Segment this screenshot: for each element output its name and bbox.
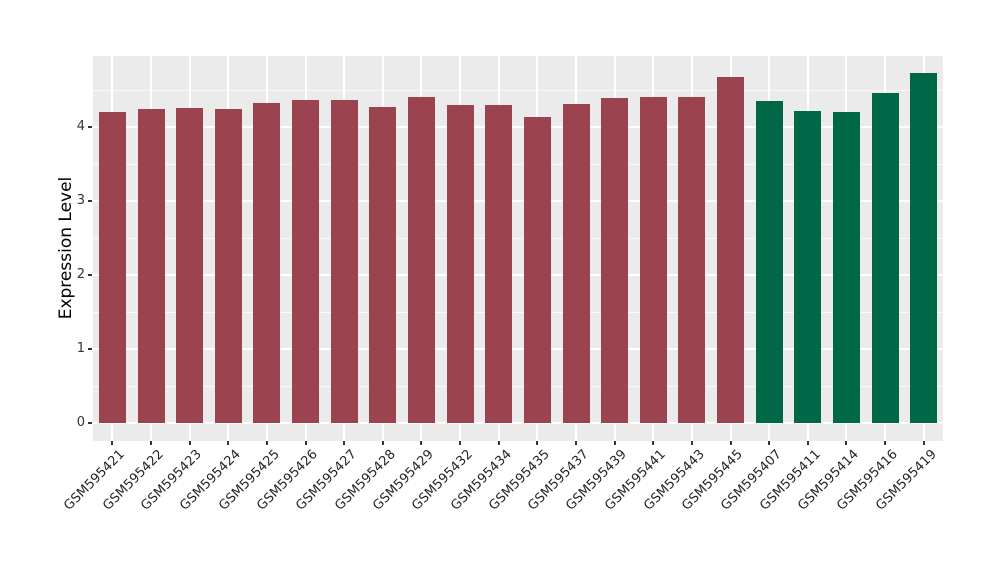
x-tick-mark xyxy=(613,441,616,445)
x-tick-mark xyxy=(381,441,384,445)
y-tick-label: 2 xyxy=(76,267,85,282)
gridline-h-minor xyxy=(93,90,943,91)
bar xyxy=(176,107,204,423)
y-tick-mark xyxy=(88,348,92,350)
bar xyxy=(137,109,165,423)
x-tick-mark xyxy=(304,441,307,445)
x-tick-mark xyxy=(536,441,539,445)
bar xyxy=(98,112,126,423)
y-tick-label: 4 xyxy=(76,119,85,134)
gridline-h-major xyxy=(93,126,943,128)
y-tick-label: 1 xyxy=(76,341,85,356)
x-tick-mark xyxy=(729,441,732,445)
bar xyxy=(446,104,474,423)
x-tick-mark xyxy=(343,441,346,445)
bar xyxy=(292,100,319,423)
gridline-h-major xyxy=(93,348,943,350)
bar xyxy=(214,108,242,423)
x-tick-mark xyxy=(265,441,268,445)
gridline-h-major xyxy=(93,422,943,424)
bar xyxy=(407,96,435,423)
x-tick-mark xyxy=(884,441,886,445)
gridline-h-major xyxy=(93,274,943,276)
y-tick-mark xyxy=(88,200,92,202)
bar xyxy=(330,100,358,423)
y-tick-mark xyxy=(88,274,92,276)
y-tick-label: 0 xyxy=(76,415,85,430)
bar xyxy=(562,104,590,423)
gridline-h-minor xyxy=(93,164,943,165)
bar xyxy=(755,101,783,423)
bar xyxy=(253,103,281,423)
x-tick-mark xyxy=(806,441,809,445)
bar xyxy=(871,93,899,423)
gridline-h-major xyxy=(93,200,943,202)
bar xyxy=(832,111,860,423)
x-tick-mark xyxy=(150,441,152,445)
bar xyxy=(601,98,629,423)
x-tick-mark xyxy=(575,441,577,445)
x-tick-mark xyxy=(845,441,848,445)
x-tick-mark xyxy=(768,441,771,445)
bar xyxy=(717,76,744,423)
gridline-h-minor xyxy=(93,238,943,239)
y-tick-mark xyxy=(88,126,92,128)
x-tick-mark xyxy=(652,441,655,445)
x-tick-mark xyxy=(922,441,925,445)
bar xyxy=(369,107,397,423)
plot-panel xyxy=(93,56,943,441)
y-tick-mark xyxy=(88,422,92,424)
gridline-h-minor xyxy=(93,312,943,313)
bar xyxy=(523,116,551,423)
x-tick-mark xyxy=(111,441,114,445)
bar xyxy=(485,104,513,423)
bar xyxy=(678,96,706,423)
x-tick-mark xyxy=(497,441,500,445)
bar xyxy=(910,73,938,423)
x-tick-mark xyxy=(420,441,423,445)
x-tick-mark xyxy=(690,441,693,445)
bar xyxy=(794,110,822,423)
x-tick-mark xyxy=(188,441,191,445)
gridline-h-minor xyxy=(93,386,943,387)
x-tick-mark xyxy=(227,441,230,445)
x-tick-mark xyxy=(459,441,461,445)
y-tick-label: 3 xyxy=(76,193,85,208)
bar xyxy=(639,97,667,423)
